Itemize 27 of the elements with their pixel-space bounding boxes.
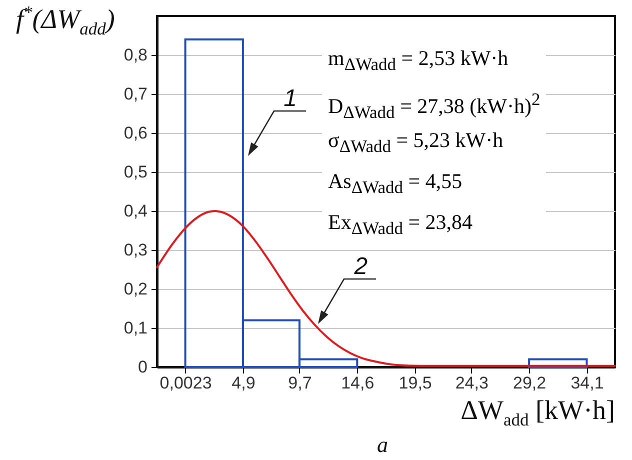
y-tick-label: 0,2 bbox=[124, 280, 148, 298]
y-tick-label: 0,7 bbox=[124, 84, 148, 104]
y-tick-label: 0,1 bbox=[124, 318, 148, 338]
annotation: D$_{ΔWadd}$ = 27,38 (kW·h)$^{2}$ bbox=[328, 88, 540, 122]
x-tick-label: 9,7 bbox=[288, 374, 312, 392]
x-tick-label: 24,3 bbox=[455, 374, 488, 392]
y-tick-label: 0,8 bbox=[124, 46, 148, 64]
x-tick-label: 19,5 bbox=[398, 374, 432, 392]
x-tick-label: 34,1 bbox=[570, 374, 604, 392]
y-tick-label: 0 bbox=[138, 358, 148, 376]
x-axis-title: ΔW$_{add}$ [kW·h] bbox=[460, 395, 615, 430]
y-tick-label: 0,4 bbox=[124, 202, 148, 220]
x-tick-label: 29,2 bbox=[513, 374, 546, 392]
x-tick-label: 4,9 bbox=[232, 374, 256, 392]
x-tick-label: 14,6 bbox=[341, 374, 374, 392]
y-tick-label: 0,3 bbox=[124, 240, 148, 260]
annotation: σ$_{ΔWadd}$ = 5,23 kW·h bbox=[328, 127, 504, 158]
annotation: m$_{ΔWadd}$ = 2,53 kW·h bbox=[328, 45, 510, 76]
annotation: 1 bbox=[284, 85, 298, 112]
x-tick-label: 0,0023 bbox=[160, 374, 212, 392]
y-axis-title: f$^{*}$(ΔW$_{add}$) bbox=[16, 2, 115, 38]
y-tick-label: 0,6 bbox=[124, 124, 148, 142]
annotation: 2 bbox=[354, 253, 368, 280]
y-tick-label: 0,5 bbox=[124, 162, 148, 182]
annotation: As$_{ΔWadd}$ = 4,55 bbox=[328, 168, 464, 200]
annotation: Ex$_{ΔWadd}$ = 23,84 bbox=[328, 209, 474, 240]
text: a bbox=[377, 432, 388, 457]
